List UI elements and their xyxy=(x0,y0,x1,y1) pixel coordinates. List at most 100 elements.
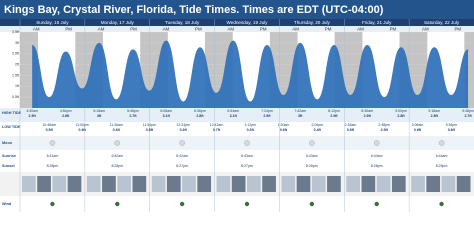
weather-icon xyxy=(361,176,376,192)
high-tide-height: 2.9ft xyxy=(364,114,372,118)
sunrise-time: 6:44am xyxy=(436,154,448,158)
low-tide-time: 2:48pm xyxy=(378,123,390,127)
moon-row xyxy=(0,136,474,150)
row-label: Sunset xyxy=(2,164,15,168)
high-tide-time: 7:42am xyxy=(294,109,306,113)
weather-icon xyxy=(281,176,296,192)
weather-icon xyxy=(262,176,276,192)
period-label: PM xyxy=(65,26,72,31)
low-tide-height: 0.6ft xyxy=(448,128,456,132)
low-tide-time: 3:06am xyxy=(412,123,424,127)
high-tide-time: 9:18am xyxy=(428,109,440,113)
high-tide-time: 8:30am xyxy=(361,109,373,113)
y-tick-label: 1ft xyxy=(15,84,19,88)
high-tide-height: 2.8ft xyxy=(431,114,439,118)
wind-icon xyxy=(244,201,250,207)
low-tide-time: 11:36am xyxy=(110,123,123,127)
night-band xyxy=(140,32,150,108)
day-label: Monday, 17 July xyxy=(101,20,135,25)
low-tide-height: 0.4ft xyxy=(113,128,121,132)
weather-icon xyxy=(456,176,471,192)
low-tide-height: 0.9ft xyxy=(79,128,87,132)
weather-icon xyxy=(411,176,425,192)
low-tide-time: 11:54pm xyxy=(143,123,156,127)
weather-icon xyxy=(197,176,212,192)
low-tide-time: 12:24pm xyxy=(176,123,190,127)
wind-icon xyxy=(115,201,120,207)
period-label: AM xyxy=(357,26,364,31)
high-tide-time: 6:06am xyxy=(160,109,172,113)
period-label: AM xyxy=(422,26,429,31)
high-tide-time: 9:00pm xyxy=(395,109,407,113)
high-tide-height: 2.8ft xyxy=(397,114,405,118)
sunrise-time: 6:44am xyxy=(371,154,383,158)
weather-icon xyxy=(102,176,116,192)
sunset-time: 8:28pm xyxy=(47,164,59,168)
row-label: Moon xyxy=(2,141,13,145)
title-bar xyxy=(0,0,474,19)
low-tide-height: 0.5ft xyxy=(46,128,54,132)
period-label: AM xyxy=(292,26,299,31)
y-tick-label: 3ft xyxy=(15,41,19,45)
high-tide-height: 3.1ft xyxy=(230,114,238,118)
low-tide-height: 0.6ft xyxy=(414,128,422,132)
day-header-bar xyxy=(0,19,474,26)
night-band xyxy=(464,32,474,108)
moon-icon xyxy=(373,140,380,146)
sunset-time: 8:25pm xyxy=(436,164,448,168)
wind-icon xyxy=(374,201,379,207)
weather-icon xyxy=(166,176,181,192)
period-label: PM xyxy=(130,26,137,31)
weather-icon xyxy=(231,176,246,192)
day-label: Thursday, 20 July xyxy=(294,20,331,25)
chart-title: Kings Bay, Crystal River, Florida, Tide … xyxy=(4,4,384,16)
sunrise-time: 6:41am xyxy=(47,154,59,158)
period-label: AM xyxy=(98,26,105,31)
weather-icon xyxy=(22,176,36,192)
high-tide-time: 5:48pm xyxy=(127,109,139,113)
day-label: Saturday, 22 July xyxy=(424,20,460,25)
low-tide-height: 0.6ft xyxy=(347,128,355,132)
night-band xyxy=(75,32,85,108)
weather-icon xyxy=(296,176,311,192)
period-label: AM xyxy=(33,26,40,31)
weather-icon xyxy=(86,176,101,192)
weather-icon xyxy=(426,176,441,192)
wind-icon xyxy=(50,201,55,207)
high-tide-time: 7:24pm xyxy=(261,109,273,113)
low-tide-time: 1:12pm xyxy=(244,123,256,127)
sunrise-time: 6:43am xyxy=(241,154,253,158)
y-tick-label: 2.5ft xyxy=(12,52,19,56)
moon-icon xyxy=(438,140,445,146)
wind-icon xyxy=(179,201,185,207)
high-tide-height: 2.6ft xyxy=(62,114,70,118)
weather-icon xyxy=(117,176,131,192)
weather-icon xyxy=(441,176,456,192)
weather-icon xyxy=(391,176,406,192)
low-tide-height: 0.3ft xyxy=(180,128,188,132)
period-label: AM xyxy=(163,26,170,31)
y-tick-label: 1.5ft xyxy=(12,73,19,77)
low-row xyxy=(0,122,474,136)
high-tide-height: 2.9ft xyxy=(330,114,338,118)
low-tide-height: 0.6ft xyxy=(280,128,288,132)
sunrise-time: 6:42am xyxy=(176,154,188,158)
weather-icon xyxy=(327,176,341,192)
low-tide-time: 1:30am xyxy=(278,123,290,127)
high-tide-height: 3.1ft xyxy=(163,114,171,118)
night-band xyxy=(204,32,215,108)
day-label: Friday, 21 July xyxy=(362,20,392,25)
day-label: Wednesday, 19 July xyxy=(227,20,269,25)
weather-icon xyxy=(52,176,67,192)
row-label: HIGH TIDE xyxy=(2,111,22,115)
low-tide-time: 2:00pm xyxy=(311,123,323,127)
high-tide-height: 3ft xyxy=(97,114,102,118)
high-tide-time: 4:54pm xyxy=(60,109,72,113)
wind-row xyxy=(0,196,474,212)
moon-icon xyxy=(244,140,250,146)
wind-icon xyxy=(439,201,444,207)
high-tide-height: 3ft xyxy=(298,114,303,118)
y-tick-label: 0.5ft xyxy=(12,95,19,99)
tide-chart: Kings Bay, Crystal River, Florida, Tide … xyxy=(0,0,474,212)
period-label: PM xyxy=(195,26,202,31)
